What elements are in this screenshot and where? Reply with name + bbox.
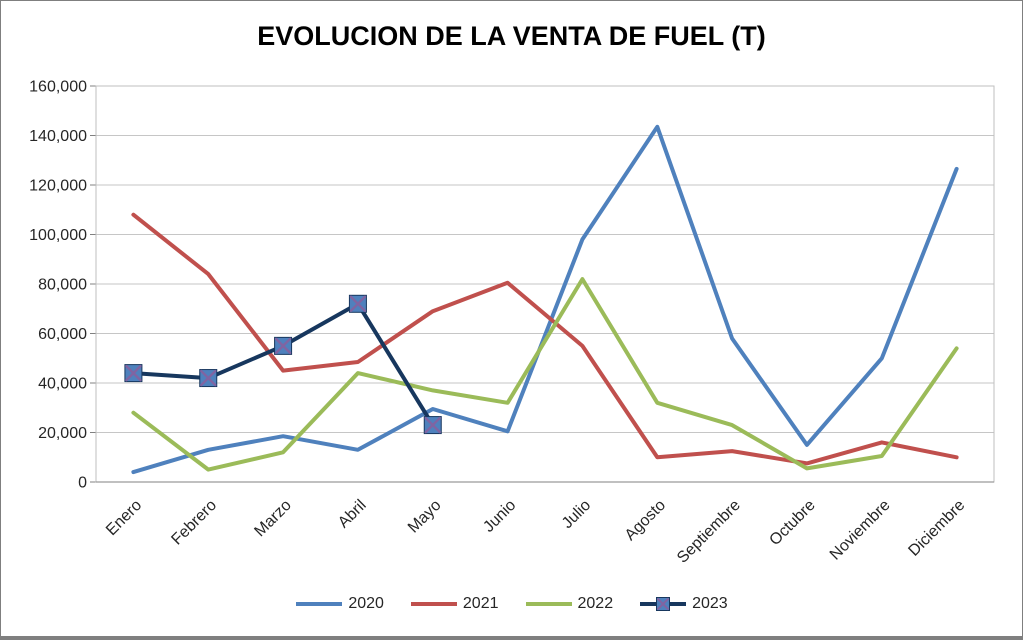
x-axis-label: Noviembre (827, 497, 894, 564)
legend-label-2021: 2021 (462, 595, 499, 612)
x-axis-label: Agosto (622, 497, 669, 544)
series-line-2023[interactable] (131, 301, 435, 428)
y-axis-label: 20,000 (38, 425, 87, 442)
legend-label-2022: 2022 (577, 595, 614, 612)
series-line-2021[interactable] (131, 212, 959, 466)
series-marker-x (200, 369, 217, 387)
y-axis-label: 120,000 (29, 178, 87, 195)
legend-item-2021[interactable]: 2021 (410, 595, 499, 613)
x-axis-label: Junio (480, 497, 519, 536)
chart-title: EVOLUCION DE LA VENTA DE FUEL (T) (257, 21, 766, 51)
legend-line-sample-2020 (296, 602, 343, 606)
x-axis-label: Julio (559, 497, 594, 532)
x-axis-label: Abril (335, 497, 370, 532)
x-axis-label: Febrero (168, 497, 220, 549)
legend-line-sample-2023 (640, 597, 687, 611)
x-axis-label: Septiembre (674, 497, 744, 567)
legend-line-sample-2022 (525, 602, 572, 606)
legend-item-2023[interactable]: 2023 (639, 595, 728, 613)
y-axis-label: 80,000 (38, 277, 87, 294)
series-line-2022[interactable] (131, 277, 959, 472)
x-axis-label: Mayo (405, 497, 445, 537)
y-axis-label: 0 (78, 475, 87, 492)
x-axis-label: Diciembre (905, 497, 968, 560)
y-axis-label: 160,000 (29, 79, 87, 96)
y-axis-label: 40,000 (38, 376, 87, 393)
series-line-2020[interactable] (131, 124, 959, 475)
series-marker-x (125, 364, 142, 382)
chart-legend: 2020 2021 2022 2023 (1, 595, 1022, 613)
series-marker-x (349, 295, 367, 312)
y-axis-label: 140,000 (29, 128, 87, 145)
x-axis-label: Marzo (251, 497, 295, 541)
y-axis-label: 100,000 (29, 227, 87, 244)
legend-label-2020: 2020 (348, 595, 384, 612)
legend-item-2020[interactable]: 2020 (295, 595, 384, 613)
series-marker-x (274, 337, 292, 355)
y-axis-label: 60,000 (38, 326, 87, 343)
x-axis-label: Octubre (766, 497, 818, 549)
legend-item-2022[interactable]: 2022 (525, 595, 614, 613)
x-axis-label: Enero (103, 497, 145, 539)
legend-label-2023: 2023 (692, 595, 728, 612)
series-marker-x (424, 416, 441, 434)
legend-line-sample-2021 (410, 602, 457, 606)
